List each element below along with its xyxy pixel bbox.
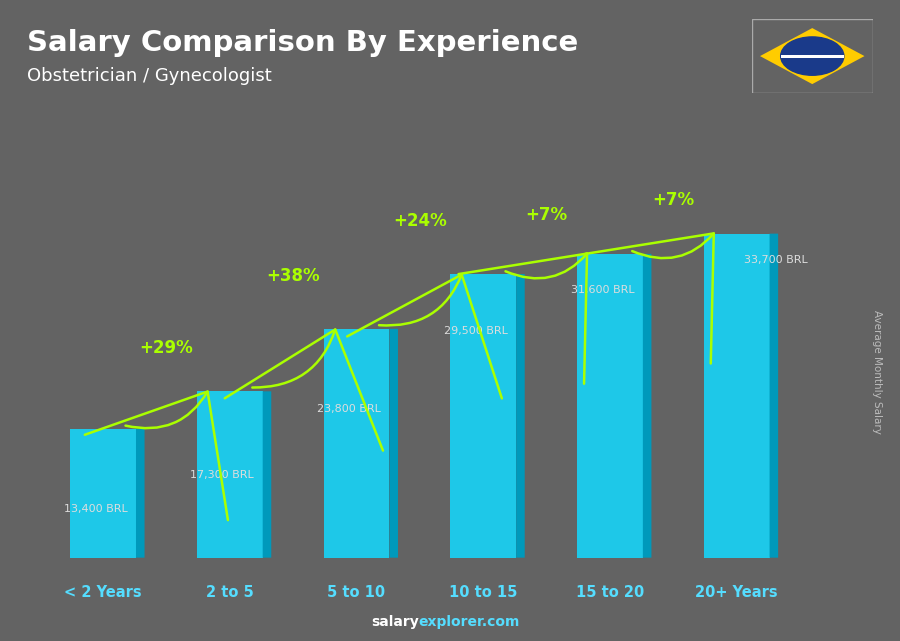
FancyArrowPatch shape: [347, 274, 502, 399]
FancyArrowPatch shape: [458, 254, 587, 384]
FancyArrowPatch shape: [85, 392, 228, 520]
Polygon shape: [390, 329, 398, 558]
Text: salary: salary: [371, 615, 418, 629]
Text: 20+ Years: 20+ Years: [696, 585, 778, 599]
Text: 33,700 BRL: 33,700 BRL: [744, 254, 808, 265]
Circle shape: [780, 37, 844, 75]
Polygon shape: [263, 391, 271, 558]
Text: +29%: +29%: [140, 339, 194, 357]
Text: +38%: +38%: [266, 267, 320, 285]
FancyArrowPatch shape: [225, 329, 383, 451]
Text: Salary Comparison By Experience: Salary Comparison By Experience: [27, 29, 578, 57]
Polygon shape: [197, 391, 263, 558]
Text: 13,400 BRL: 13,400 BRL: [64, 504, 128, 513]
Text: 17,300 BRL: 17,300 BRL: [191, 469, 254, 479]
Polygon shape: [136, 429, 145, 558]
Polygon shape: [780, 54, 844, 58]
Text: +24%: +24%: [393, 212, 446, 230]
Polygon shape: [577, 254, 643, 558]
Text: 10 to 15: 10 to 15: [449, 585, 518, 599]
Text: 31,600 BRL: 31,600 BRL: [571, 285, 634, 296]
Text: 23,800 BRL: 23,800 BRL: [317, 404, 381, 414]
Text: 15 to 20: 15 to 20: [576, 585, 644, 599]
Polygon shape: [760, 28, 865, 84]
Polygon shape: [70, 429, 136, 558]
FancyArrowPatch shape: [585, 233, 714, 363]
Polygon shape: [516, 274, 525, 558]
Polygon shape: [323, 329, 390, 558]
Text: Average Monthly Salary: Average Monthly Salary: [872, 310, 883, 434]
Polygon shape: [704, 233, 770, 558]
Text: +7%: +7%: [526, 206, 568, 224]
Text: 5 to 10: 5 to 10: [328, 585, 385, 599]
Text: < 2 Years: < 2 Years: [64, 585, 142, 599]
Text: explorer.com: explorer.com: [418, 615, 520, 629]
Text: 29,500 BRL: 29,500 BRL: [444, 326, 508, 336]
Text: 2 to 5: 2 to 5: [206, 585, 254, 599]
Text: +7%: +7%: [652, 191, 694, 209]
Text: Obstetrician / Gynecologist: Obstetrician / Gynecologist: [27, 67, 272, 85]
Polygon shape: [450, 274, 516, 558]
Polygon shape: [643, 254, 652, 558]
Polygon shape: [770, 233, 778, 558]
